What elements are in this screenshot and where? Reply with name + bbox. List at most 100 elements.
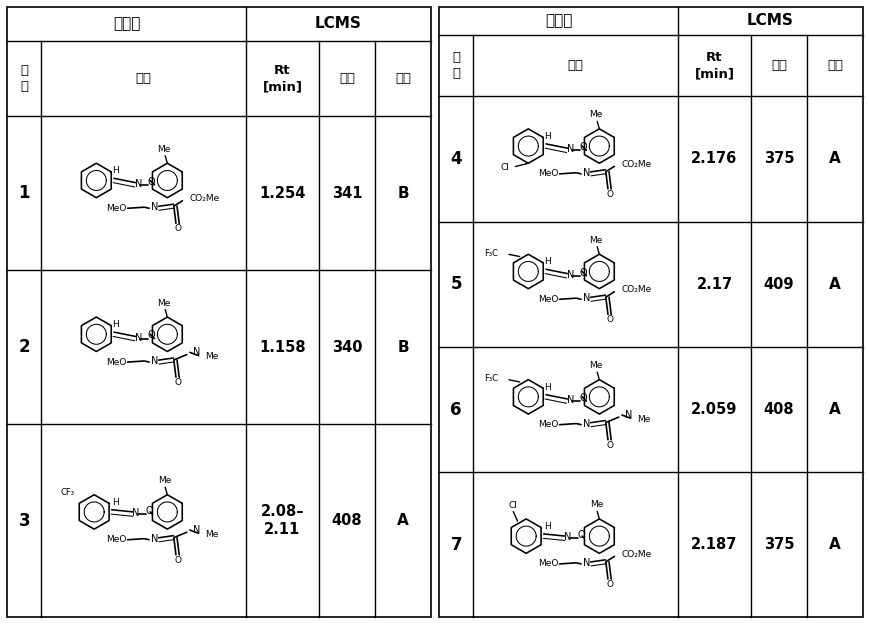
Text: CF₃: CF₃ bbox=[61, 488, 75, 497]
Text: O: O bbox=[147, 177, 155, 187]
Text: MeO: MeO bbox=[537, 169, 558, 178]
Text: O: O bbox=[579, 393, 587, 403]
Text: A: A bbox=[828, 537, 840, 552]
Text: H: H bbox=[544, 132, 550, 141]
Text: N: N bbox=[193, 525, 201, 535]
Text: MeO: MeO bbox=[106, 204, 126, 213]
Text: B: B bbox=[397, 186, 408, 201]
Text: N: N bbox=[150, 356, 158, 366]
Text: F₃C: F₃C bbox=[484, 374, 498, 383]
Text: N: N bbox=[566, 270, 574, 280]
Text: H: H bbox=[544, 522, 550, 531]
Text: 341: 341 bbox=[331, 186, 362, 201]
Text: LCMS: LCMS bbox=[746, 13, 793, 28]
Text: N: N bbox=[132, 508, 140, 518]
Text: 5: 5 bbox=[450, 275, 461, 293]
Text: O: O bbox=[175, 224, 182, 233]
Text: 408: 408 bbox=[763, 402, 793, 417]
Text: 7: 7 bbox=[450, 536, 461, 553]
Text: 化合物: 化合物 bbox=[544, 13, 572, 28]
Text: N: N bbox=[566, 144, 574, 154]
Text: N: N bbox=[625, 410, 632, 420]
Text: O: O bbox=[579, 268, 587, 278]
Text: Rt
[min]: Rt [min] bbox=[262, 64, 302, 93]
Text: A: A bbox=[828, 152, 840, 167]
Text: N: N bbox=[582, 168, 589, 178]
Text: H: H bbox=[544, 257, 550, 266]
Text: Me: Me bbox=[589, 110, 602, 119]
Text: A: A bbox=[828, 277, 840, 292]
Text: 408: 408 bbox=[331, 513, 362, 528]
Text: Me: Me bbox=[589, 361, 602, 370]
Text: 2.059: 2.059 bbox=[691, 402, 737, 417]
Text: Me: Me bbox=[636, 415, 650, 424]
Text: 结构: 结构 bbox=[567, 59, 583, 72]
Text: Me: Me bbox=[157, 145, 170, 154]
Text: Me: Me bbox=[589, 236, 602, 245]
Text: O: O bbox=[576, 530, 584, 540]
Text: CO₂Me: CO₂Me bbox=[621, 550, 652, 558]
Text: MeO: MeO bbox=[106, 358, 126, 367]
Text: N: N bbox=[582, 419, 589, 429]
Text: 6: 6 bbox=[450, 401, 461, 419]
Text: H: H bbox=[112, 320, 119, 329]
Text: 1.158: 1.158 bbox=[259, 339, 305, 354]
Text: Cl: Cl bbox=[508, 500, 517, 510]
Text: A: A bbox=[396, 513, 408, 528]
Text: CO₂Me: CO₂Me bbox=[621, 285, 652, 294]
Text: 3: 3 bbox=[18, 512, 30, 530]
Text: N: N bbox=[564, 532, 571, 542]
Text: O: O bbox=[147, 330, 155, 340]
Text: N: N bbox=[150, 534, 158, 544]
Text: 4: 4 bbox=[450, 150, 461, 168]
Text: 2.176: 2.176 bbox=[691, 152, 737, 167]
Text: N: N bbox=[193, 348, 201, 358]
Text: N: N bbox=[582, 293, 589, 303]
Text: 409: 409 bbox=[763, 277, 793, 292]
Text: Me: Me bbox=[205, 352, 218, 361]
Text: MeO: MeO bbox=[537, 295, 558, 304]
Text: 2.17: 2.17 bbox=[695, 277, 732, 292]
Text: O: O bbox=[606, 441, 613, 450]
Text: N: N bbox=[582, 558, 589, 568]
Text: F₃C: F₃C bbox=[484, 249, 498, 258]
Text: 340: 340 bbox=[331, 339, 362, 354]
Text: 1: 1 bbox=[18, 184, 30, 202]
Text: H: H bbox=[112, 498, 119, 507]
Text: N: N bbox=[135, 333, 142, 343]
Text: A: A bbox=[828, 402, 840, 417]
Text: 375: 375 bbox=[763, 537, 793, 552]
Text: 结构: 结构 bbox=[136, 72, 151, 85]
Text: 质量: 质量 bbox=[770, 59, 786, 72]
Text: O: O bbox=[579, 142, 587, 152]
Text: N: N bbox=[566, 395, 574, 405]
Bar bbox=[7, 7, 430, 617]
Text: H: H bbox=[112, 166, 119, 175]
Text: Me: Me bbox=[205, 530, 218, 539]
Text: Rt
[min]: Rt [min] bbox=[693, 51, 733, 80]
Text: Me: Me bbox=[590, 500, 603, 509]
Text: O: O bbox=[145, 506, 153, 516]
Text: LCMS: LCMS bbox=[315, 16, 362, 31]
Text: 化合物: 化合物 bbox=[113, 16, 140, 31]
Text: O: O bbox=[606, 315, 613, 324]
Text: Me: Me bbox=[158, 476, 172, 485]
Text: MeO: MeO bbox=[537, 560, 558, 568]
Text: O: O bbox=[175, 556, 182, 565]
Text: 序
号: 序 号 bbox=[452, 51, 460, 80]
Text: CO₂Me: CO₂Me bbox=[189, 194, 220, 203]
Text: MeO: MeO bbox=[106, 535, 126, 544]
Text: 2.08–
2.11: 2.08– 2.11 bbox=[261, 504, 304, 537]
Text: 1.254: 1.254 bbox=[259, 186, 305, 201]
Text: Cl: Cl bbox=[500, 163, 508, 172]
Text: B: B bbox=[397, 339, 408, 354]
Bar bbox=[439, 7, 862, 617]
Text: 方法: 方法 bbox=[826, 59, 842, 72]
Text: CO₂Me: CO₂Me bbox=[621, 160, 652, 168]
Text: 375: 375 bbox=[763, 152, 793, 167]
Text: 序
号: 序 号 bbox=[20, 64, 28, 93]
Text: H: H bbox=[544, 383, 550, 392]
Text: 方法: 方法 bbox=[395, 72, 410, 85]
Text: N: N bbox=[135, 178, 142, 188]
Text: O: O bbox=[606, 580, 613, 589]
